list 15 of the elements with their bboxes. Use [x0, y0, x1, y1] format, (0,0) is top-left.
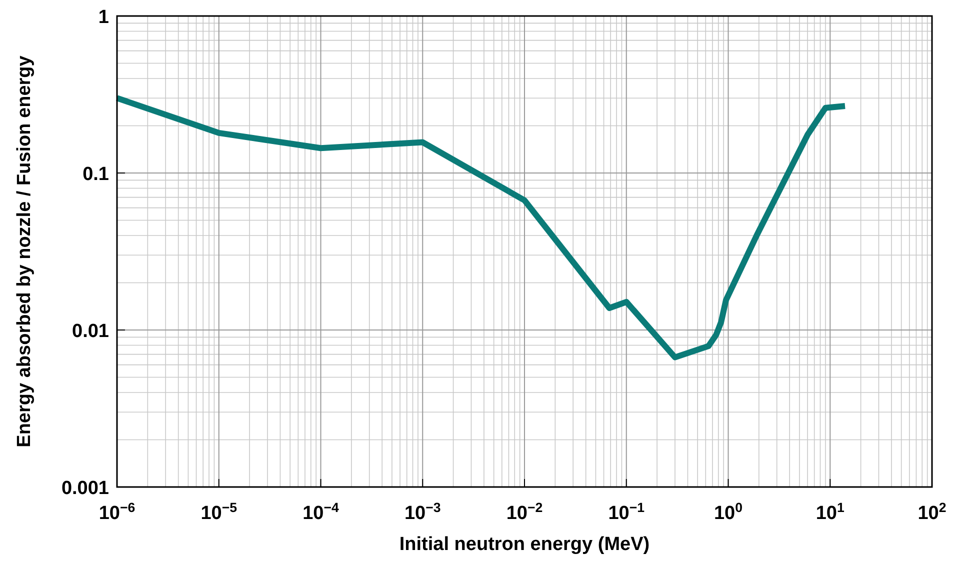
x-tick-label: 10$^{−5}$ — [200, 500, 238, 524]
x-tick-label: 10$^{−1}$ — [608, 500, 646, 524]
y-axis-title: Energy absorbed by nozzle / Fusion energy — [14, 55, 35, 448]
x-tick-label: 10$^{−6}$ — [98, 500, 136, 524]
y-tick-label: 0.001 — [61, 478, 110, 499]
x-tick-label: 10$^{−4}$ — [302, 500, 340, 524]
y-tick-label: 0.1 — [82, 164, 110, 185]
y-tick-label: 1 — [98, 7, 110, 28]
x-tick-label: 10$^{−3}$ — [404, 500, 441, 524]
y-tick-label: 0.01 — [72, 321, 110, 342]
x-tick-label: 10$^{0}$ — [714, 500, 743, 524]
x-axis-title: Initial neutron energy (MeV) — [399, 534, 650, 555]
x-tick-label: 10$^{−2}$ — [506, 500, 543, 524]
x-tick-label: 10$^{1}$ — [816, 500, 845, 524]
x-tick-label: 10$^{2}$ — [918, 500, 946, 524]
